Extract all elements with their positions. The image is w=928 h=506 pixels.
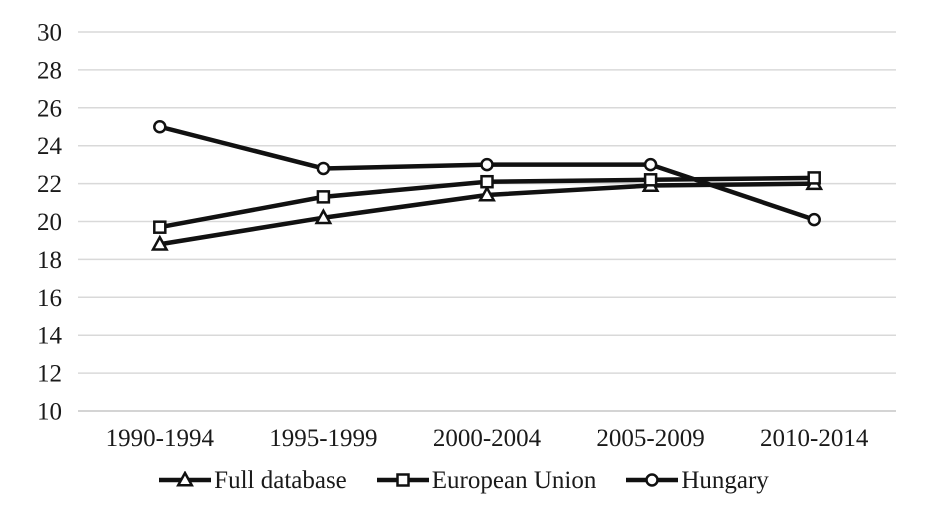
x-axis-tick-label: 2005-2009 bbox=[596, 425, 704, 452]
y-axis-tick-label: 26 bbox=[37, 95, 62, 122]
y-axis-tick-label: 28 bbox=[37, 57, 62, 84]
square-marker-icon bbox=[376, 473, 429, 487]
circle-marker-icon bbox=[480, 157, 494, 172]
square-marker-icon bbox=[396, 473, 410, 487]
y-axis-tick-label: 22 bbox=[37, 171, 62, 198]
triangle-marker-icon bbox=[150, 234, 169, 251]
circle-marker-icon bbox=[807, 212, 821, 227]
circle-marker-icon bbox=[643, 157, 658, 172]
circle-marker-icon bbox=[316, 161, 331, 176]
circle-marker-icon bbox=[626, 473, 679, 487]
square-marker-icon bbox=[153, 220, 167, 234]
y-axis-tick-label: 14 bbox=[37, 323, 63, 350]
x-axis-tick-label: 1995-1999 bbox=[269, 425, 377, 452]
legend-item-full-database: Full database bbox=[159, 468, 347, 493]
y-axis-tick-label: 24 bbox=[37, 133, 63, 160]
triangle-marker-icon bbox=[314, 208, 333, 225]
x-axis-tick-label: 1990-1994 bbox=[106, 425, 215, 452]
series-line bbox=[159, 124, 815, 222]
square-marker-icon bbox=[480, 174, 494, 189]
triangle-marker-icon bbox=[159, 471, 212, 487]
square-marker-icon bbox=[316, 190, 331, 204]
y-axis-tick-label: 16 bbox=[37, 285, 62, 312]
triangle-marker-icon bbox=[176, 471, 195, 487]
legend-label: Hungary bbox=[681, 466, 769, 494]
triangle-marker-icon bbox=[478, 185, 496, 202]
y-axis-tick-label: 18 bbox=[37, 247, 62, 274]
x-axis-tick-label: 2000-2004 bbox=[433, 425, 542, 452]
legend-item-european-union: European Union bbox=[376, 466, 597, 494]
circle-marker-icon bbox=[153, 120, 167, 134]
circle-marker-icon bbox=[645, 473, 660, 487]
y-axis-tick-label: 12 bbox=[37, 361, 62, 388]
series-hungary bbox=[153, 120, 821, 227]
x-axis-tick-label: 2010-2014 bbox=[760, 425, 869, 452]
y-axis-tick-label: 30 bbox=[37, 20, 62, 47]
y-axis-tick-label: 10 bbox=[37, 399, 62, 426]
chart-legend: Full database European Union Hungary bbox=[0, 461, 928, 499]
legend-label: Full database bbox=[214, 466, 347, 494]
legend-label: European Union bbox=[431, 466, 597, 494]
legend-item-hungary: Hungary bbox=[626, 466, 769, 494]
square-marker-icon bbox=[807, 171, 821, 185]
y-axis-tick-label: 20 bbox=[37, 209, 62, 236]
series-european-union bbox=[153, 171, 821, 234]
square-marker-icon bbox=[643, 173, 658, 187]
